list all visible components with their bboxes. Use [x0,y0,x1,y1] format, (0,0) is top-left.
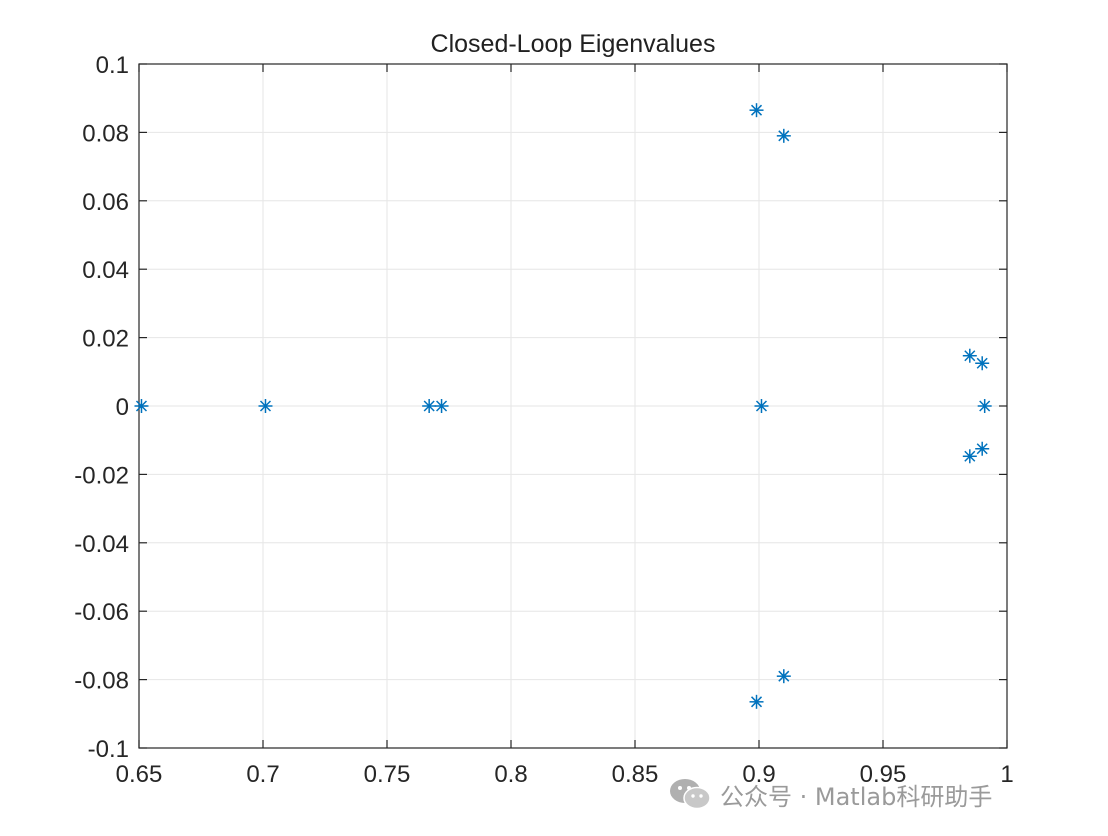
y-tick-label: -0.1 [88,736,129,763]
grid-lines [138,63,1008,749]
eigenvalue-marker [776,669,791,684]
eigenvalue-marker [776,128,791,143]
y-tick-label: 0 [116,394,129,421]
x-tick-label: 0.75 [364,761,411,788]
watermark-text: 公众号 · Matlab科研助手 [720,782,993,811]
x-tick-labels: 0.65 0.7 0.75 0.8 0.85 0.9 0.95 1 [116,761,1014,788]
eigenvalue-marker [977,399,992,413]
wechat-icon [670,779,711,810]
eigenvalue-marker [962,348,977,363]
x-tick-label: 0.9 [742,761,775,788]
eigenvalue-marker [134,399,149,413]
y-tick-labels: 0.1 0.08 0.06 0.04 0.02 0 -0.02 -0.04 -0.06 -0.08… [74,52,129,763]
y-tick-label: 0.04 [82,257,129,284]
eigenvalue-marker [422,399,437,413]
eigenvalue-marker [975,356,990,371]
eigenvalue-marker [754,399,769,413]
x-tick-label: 0.7 [246,761,279,788]
y-tick-label: 0.02 [82,326,129,353]
y-tick-label: -0.04 [74,531,129,558]
y-tick-label: 0.06 [82,189,129,216]
x-tick-label: 1 [1000,761,1013,788]
y-tick-label: 0.08 [82,120,129,147]
x-tick-label: 0.85 [612,761,659,788]
y-tick-label: 0.1 [96,52,129,79]
x-tick-label: 0.8 [494,761,527,788]
x-tick-label: 0.65 [116,761,163,788]
eigenvalue-marker [749,103,764,118]
y-tick-label: -0.06 [74,599,129,626]
x-tick-label: 0.95 [860,761,907,788]
y-tick-label: -0.02 [74,462,129,489]
eigenvalue-marker [975,441,990,456]
eigenvalue-marker [749,694,764,709]
watermark: 公众号 · Matlab科研助手 [668,774,992,814]
eigenvalue-points [134,103,992,709]
eigenvalue-marker [434,399,449,413]
y-tick-label: -0.08 [74,668,129,695]
eigenvalue-marker [962,449,977,464]
eigenvalue-marker [258,399,273,413]
chart-title: Closed-Loop Eigenvalues [431,30,716,58]
